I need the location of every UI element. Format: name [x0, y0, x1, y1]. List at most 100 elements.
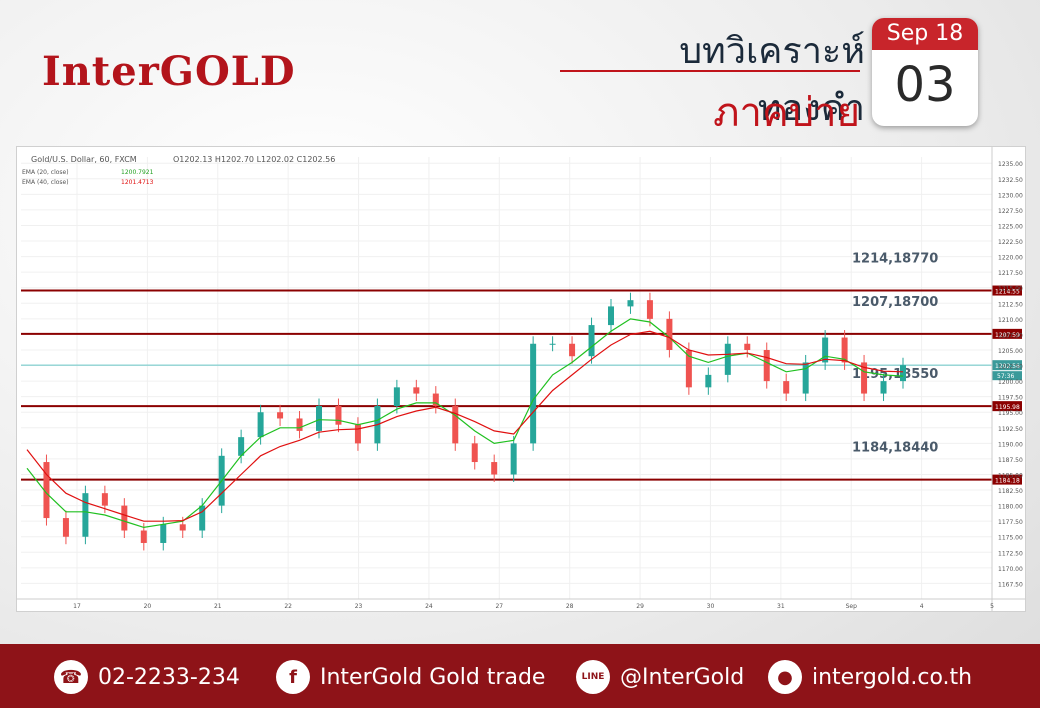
candle-body: [257, 412, 264, 438]
support-resistance-levels: 1214.55 1214,18770 1207.59 1207,18700 1195.9…: [21, 252, 1022, 485]
current-price-tag-text: 1202.56: [995, 363, 1020, 370]
chart-grid: [21, 157, 993, 599]
level-label: 1184,18440: [852, 441, 938, 456]
y-tick-label: 1180.00: [998, 504, 1023, 511]
candle-body: [608, 306, 614, 326]
candle-body: [666, 318, 673, 350]
y-tick-label: 1167.50: [998, 581, 1023, 588]
ema40-label: EMA (40, close): [22, 179, 69, 186]
x-tick-label: 29: [636, 603, 644, 610]
candle-body: [685, 349, 692, 388]
candle-body: [82, 493, 89, 537]
footer-website[interactable]: ● intergold.co.th: [768, 660, 972, 694]
candle-body: [783, 381, 790, 394]
y-tick-label: 1235.00: [998, 161, 1023, 168]
candle-body: [822, 337, 829, 363]
y-tick-label: 1190.00: [998, 441, 1023, 448]
x-tick-label: 30: [707, 603, 715, 610]
line-id: @InterGold: [620, 664, 745, 690]
x-tick-label: 4: [920, 603, 924, 610]
y-tick-label: 1220.00: [998, 255, 1023, 262]
candle-body: [452, 406, 459, 444]
candle-body: [296, 418, 303, 431]
footer-facebook[interactable]: f InterGold Gold trade: [276, 660, 545, 694]
candle-body: [880, 381, 887, 394]
x-tick-label: Sep: [846, 603, 858, 610]
website-url: intergold.co.th: [812, 664, 973, 690]
level-price-tag-text: 1195.98: [995, 404, 1020, 411]
level-price-tag: [992, 401, 1022, 412]
title-underline: [560, 70, 860, 72]
candle-body: [530, 343, 537, 444]
footer-line[interactable]: LINE @InterGold: [576, 660, 744, 694]
candle-body: [861, 362, 868, 394]
x-tick-label: 23: [355, 603, 363, 610]
candle-body: [62, 518, 69, 537]
candle-body: [569, 343, 576, 357]
chart-header: Gold/U.S. Dollar, 60, FXCM O1202.13 H120…: [22, 155, 335, 186]
ema40-value: 1201.4713: [121, 179, 154, 186]
y-tick-label: 1212.50: [998, 301, 1023, 308]
y-tick-label: 1230.00: [998, 192, 1023, 199]
level-price-tag: [992, 328, 1022, 339]
x-tick-label: 31: [777, 603, 785, 610]
candle-body: [627, 300, 634, 307]
y-tick-label: 1207.50: [998, 332, 1023, 339]
y-tick-label: 1175.00: [998, 535, 1023, 542]
x-tick-label: 24: [425, 603, 433, 610]
y-tick-label: 1187.50: [998, 457, 1023, 464]
level-label: 1214,18770: [852, 252, 938, 267]
x-tick-label: 17: [73, 603, 81, 610]
level-label: 1195,18550: [852, 367, 938, 382]
x-tick-label: 27: [495, 603, 503, 610]
candle-body: [413, 387, 420, 394]
candle-body: [900, 365, 906, 382]
level-label: 1207,18700: [852, 295, 938, 310]
y-tick-label: 1195.00: [998, 410, 1023, 417]
y-tick-label: 1205.00: [998, 348, 1023, 355]
y-tick-label: 1182.50: [998, 488, 1023, 495]
candle-body: [43, 462, 50, 519]
footer-phone[interactable]: ☎ 02-2233-234: [54, 660, 240, 694]
y-tick-label: 1210.00: [998, 317, 1023, 324]
candle-body: [432, 393, 439, 407]
ema20-line: [26, 318, 904, 529]
x-tick-label: 22: [284, 603, 292, 610]
y-tick-label: 1185.00: [998, 472, 1023, 479]
x-tick-label: 21: [214, 603, 222, 610]
candle-body: [140, 530, 147, 543]
current-price-tag: [992, 360, 1022, 371]
chart-symbol: Gold/U.S. Dollar, 60, FXCM: [31, 155, 137, 164]
candle-body: [744, 343, 751, 350]
footer-bar: [0, 644, 1040, 708]
level-price-tag: [992, 285, 1022, 296]
candle-body: [646, 300, 653, 319]
facebook-icon: f: [276, 660, 310, 694]
y-tick-label: 1227.50: [998, 208, 1023, 215]
chart-panel: 1214.55 1214,18770 1207.59 1207,18700 1195.9…: [16, 146, 1026, 612]
candle-body: [199, 505, 206, 531]
candle-body: [802, 362, 809, 394]
candle-body: [335, 406, 342, 425]
y-tick-label: 1192.50: [998, 426, 1023, 433]
candle-body: [179, 524, 186, 531]
y-tick-label: 1177.50: [998, 519, 1023, 526]
x-tick-label: 5: [990, 603, 994, 610]
y-tick-label: 1202.50: [998, 364, 1023, 371]
calendar-icon: Sep 18 03: [872, 18, 978, 126]
brand-logo: InterGOLD: [42, 48, 296, 95]
level-price-tag-text: 1207.59: [995, 332, 1020, 339]
page-subtitle: ภาคบ่าย: [713, 90, 860, 136]
y-tick-label: 1225.00: [998, 223, 1023, 230]
y-tick-label: 1222.50: [998, 239, 1023, 246]
countdown-tag-text: 57:36: [997, 373, 1014, 380]
calendar-month: Sep 18: [872, 18, 978, 50]
x-tick-label: 20: [144, 603, 152, 610]
candle-body: [763, 349, 770, 382]
y-tick-label: 1215.00: [998, 286, 1023, 293]
y-tick-label: 1200.00: [998, 379, 1023, 386]
phone-icon: ☎: [54, 660, 88, 694]
phone-number: 02-2233-234: [98, 664, 240, 690]
candle-body: [277, 412, 284, 419]
candle-body: [510, 443, 517, 475]
